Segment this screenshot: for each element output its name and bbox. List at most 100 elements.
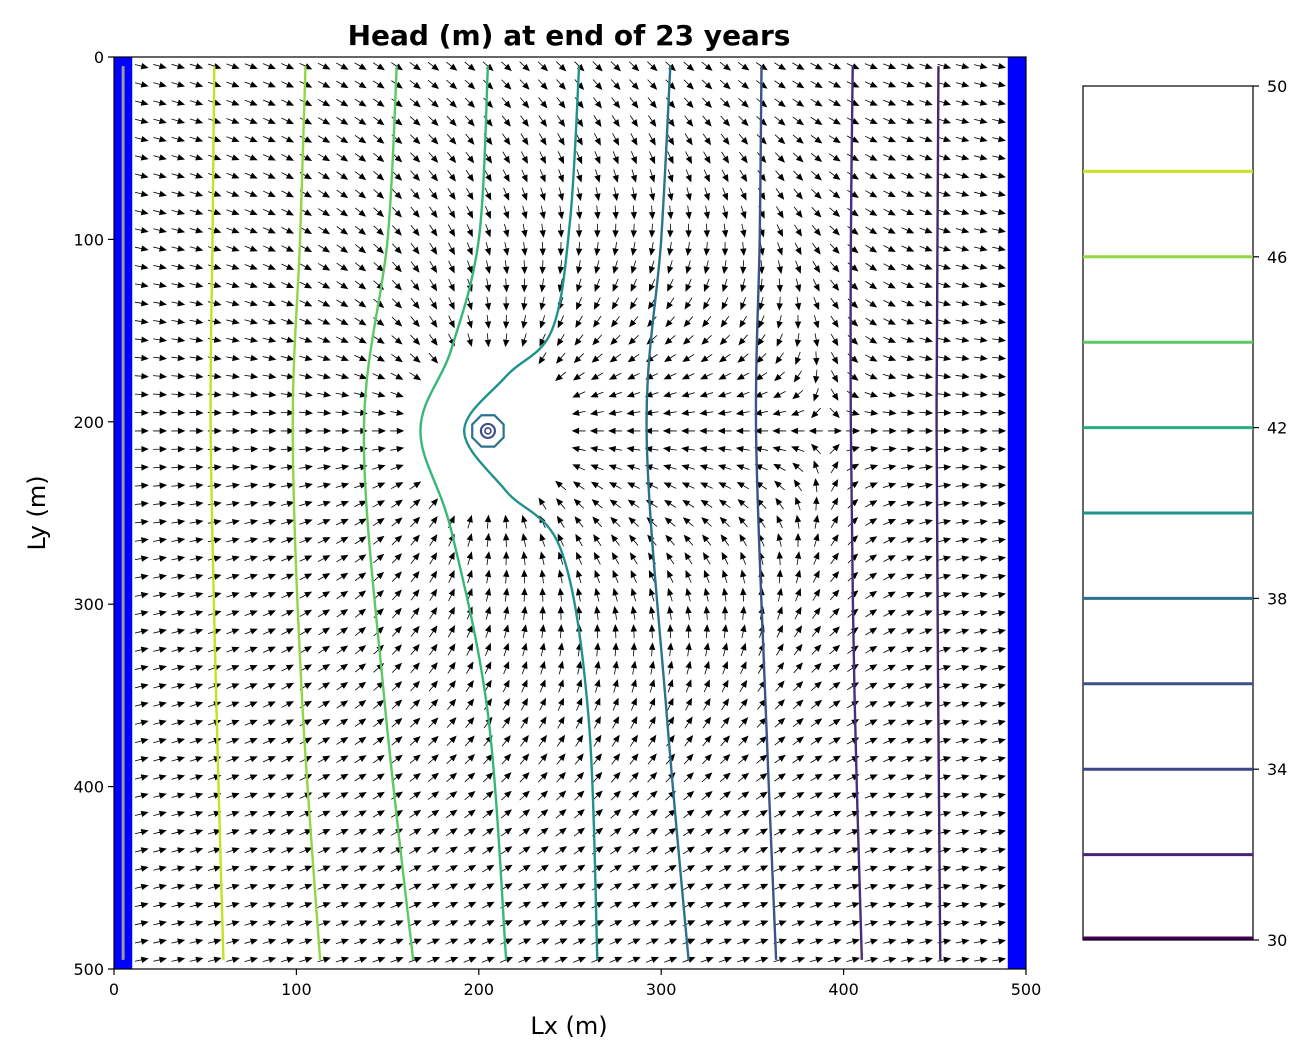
flow-arrow: [973, 573, 988, 580]
flow-vector-field: [134, 61, 1007, 964]
flow-arrow: [171, 847, 186, 854]
flow-arrow: [372, 865, 386, 872]
flow-arrow: [594, 569, 601, 584]
flow-arrow: [573, 864, 586, 873]
flow-arrow: [882, 427, 897, 435]
flow-arrow: [757, 170, 766, 182]
flow-arrow: [281, 774, 295, 781]
flow-arrow: [974, 172, 988, 179]
flow-arrow: [865, 554, 878, 563]
flow-arrow: [207, 555, 222, 562]
flow-arrow: [171, 719, 186, 726]
flow-arrow: [502, 698, 511, 711]
flow-arrow: [299, 956, 313, 963]
flow-arrow: [682, 938, 696, 945]
flow-arrow: [594, 260, 601, 275]
flow-arrow: [521, 551, 528, 566]
flow-arrow: [281, 117, 295, 125]
flow-arrow: [773, 865, 787, 872]
flow-arrow: [336, 755, 349, 763]
flow-arrow: [391, 553, 403, 564]
flow-arrow: [846, 135, 860, 143]
flow-arrow: [992, 774, 1006, 781]
flow-arrow: [556, 498, 566, 510]
flow-arrow: [682, 920, 696, 927]
flow-arrow: [703, 223, 711, 238]
flow-arrow: [153, 245, 167, 252]
flow-arrow: [447, 680, 456, 692]
flow-arrow: [865, 682, 878, 690]
flow-arrow: [846, 390, 860, 399]
flow-arrow: [973, 354, 988, 362]
flow-arrow: [317, 391, 332, 398]
flow-arrow: [207, 537, 222, 544]
flow-arrow: [171, 373, 186, 380]
flow-arrow: [793, 206, 803, 219]
flow-arrow: [244, 245, 258, 252]
flow-arrow: [974, 190, 988, 197]
flow-arrow: [391, 116, 403, 126]
flow-arrow: [428, 188, 438, 200]
flow-arrow: [828, 956, 842, 963]
flow-arrow: [992, 664, 1006, 672]
flow-arrow: [317, 591, 331, 599]
flow-arrow: [864, 792, 878, 799]
flow-arrow: [335, 482, 350, 489]
flow-arrow: [226, 902, 240, 909]
flow-arrow: [410, 516, 421, 528]
flow-arrow: [262, 81, 276, 88]
flow-arrow: [482, 883, 495, 891]
colorbar-tick-label: 50: [1267, 77, 1287, 96]
flow-arrow: [281, 537, 295, 544]
flow-arrow: [974, 646, 988, 653]
flow-arrow: [883, 701, 897, 708]
flow-arrow: [919, 737, 933, 745]
flow-arrow: [391, 353, 403, 363]
flow-arrow: [901, 537, 915, 544]
flow-arrow: [649, 697, 656, 711]
flow-arrow: [373, 116, 385, 126]
flow-arrow: [244, 99, 258, 106]
flow-arrow: [189, 99, 204, 106]
flow-arrow: [555, 480, 567, 491]
flow-arrow: [937, 281, 952, 289]
flow-arrow: [502, 314, 510, 329]
flow-arrow: [189, 464, 204, 471]
flow-arrow: [189, 865, 204, 872]
flow-arrow: [955, 373, 970, 380]
flow-arrow: [134, 628, 149, 635]
flow-arrow: [829, 189, 841, 199]
flow-arrow: [171, 445, 186, 453]
y-axis-label: Ly (m): [23, 475, 51, 550]
flow-arrow: [973, 336, 988, 343]
flow-arrow: [682, 901, 696, 909]
flow-arrow: [703, 278, 710, 292]
flow-arrow: [719, 809, 732, 818]
flow-arrow: [667, 660, 674, 675]
flow-arrow: [685, 223, 692, 238]
flow-arrow: [354, 244, 367, 254]
flow-arrow: [208, 810, 222, 817]
flow-arrow: [955, 117, 970, 124]
flow-arrow: [539, 315, 546, 329]
flow-arrow: [612, 660, 619, 675]
flow-arrow: [955, 409, 970, 416]
colorbar-tick-label: 38: [1267, 589, 1287, 608]
flow-arrow: [919, 518, 933, 526]
flow-arrow: [554, 901, 568, 909]
flow-arrow: [810, 80, 823, 89]
flow-arrow: [665, 534, 675, 546]
flow-arrow: [830, 552, 839, 565]
flow-arrow: [735, 409, 750, 416]
flow-arrow: [646, 827, 659, 837]
colorbar-lines: [1083, 169, 1253, 940]
flow-arrow: [919, 756, 933, 763]
flow-arrow: [719, 61, 732, 71]
flow-arrow: [244, 592, 258, 599]
flow-arrow: [390, 482, 404, 490]
flow-arrow: [317, 718, 331, 727]
flow-arrow: [773, 463, 786, 471]
flow-arrow: [703, 698, 711, 711]
flow-arrow: [666, 552, 675, 565]
flow-arrow: [391, 499, 403, 508]
